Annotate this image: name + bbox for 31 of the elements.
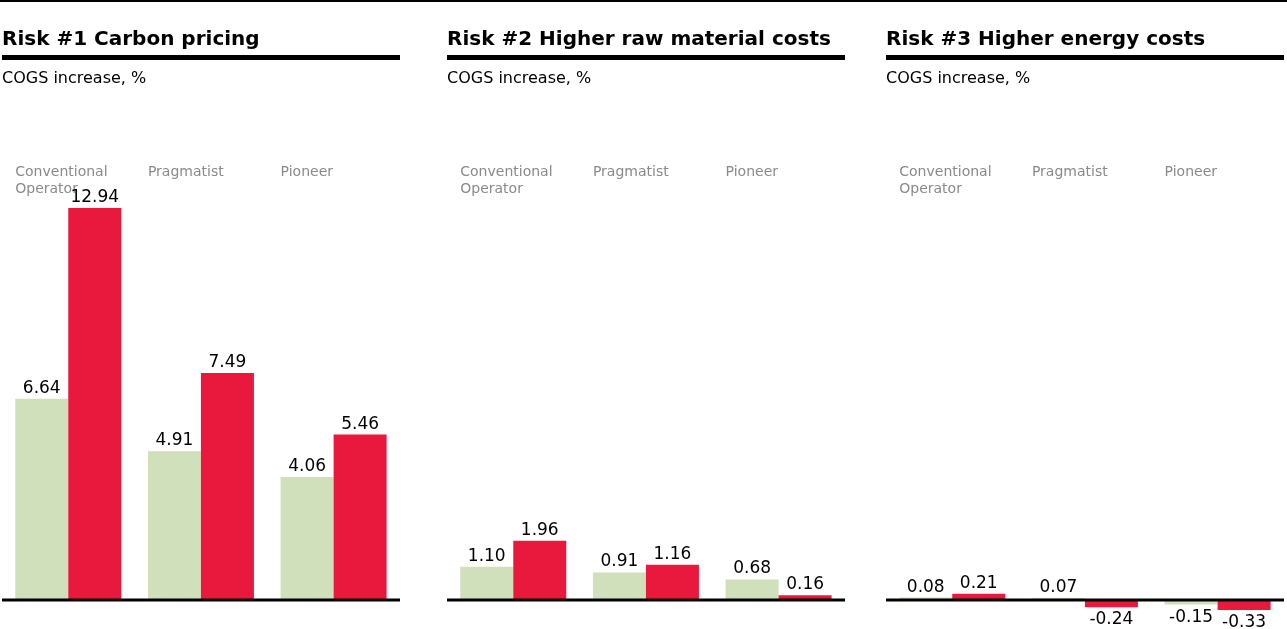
data-label: -0.24	[1089, 608, 1134, 629]
data-label: 7.49	[208, 351, 247, 372]
x-tick-label: Pragmatist	[592, 163, 670, 179]
x-tick-label: Pioneer	[280, 163, 334, 179]
chart-title: Risk #3 Higher energy costs	[886, 2, 1284, 60]
x-tick-label: Pioneer	[725, 163, 779, 179]
chart-subtitle: COGS increase, %	[886, 67, 1032, 89]
data-label: 0.07	[1039, 575, 1078, 596]
data-label: 0.68	[733, 557, 772, 578]
data-label: -0.15	[1169, 605, 1214, 626]
x-tick-label: Conventional Operator	[899, 163, 992, 196]
data-label: 0.16	[786, 573, 825, 594]
data-label: 0.91	[600, 550, 639, 571]
data-label: 1.96	[520, 518, 559, 539]
chart-title: Risk #1 Carbon pricing	[2, 2, 400, 60]
chart-title: Risk #2 Higher raw material costs	[447, 2, 845, 60]
data-label: 4.06	[288, 455, 327, 476]
x-tick-label: Conventional Operator	[460, 163, 553, 196]
chart-subtitle: COGS increase, %	[447, 67, 593, 89]
data-label: 1.16	[653, 542, 692, 563]
x-tick-label: Pioneer	[1164, 163, 1218, 179]
data-label: 0.21	[959, 571, 998, 592]
data-label: 1.10	[467, 544, 506, 565]
data-label: 6.64	[22, 376, 61, 397]
data-label: 0.08	[906, 575, 945, 596]
data-label: 5.46	[341, 412, 380, 433]
x-tick-label: Pragmatist	[147, 163, 225, 179]
data-label: -0.33	[1222, 611, 1267, 629]
x-tick-label: Pragmatist	[1031, 163, 1109, 179]
data-label: 4.91	[155, 429, 194, 450]
chart-subtitle: COGS increase, %	[2, 67, 148, 89]
